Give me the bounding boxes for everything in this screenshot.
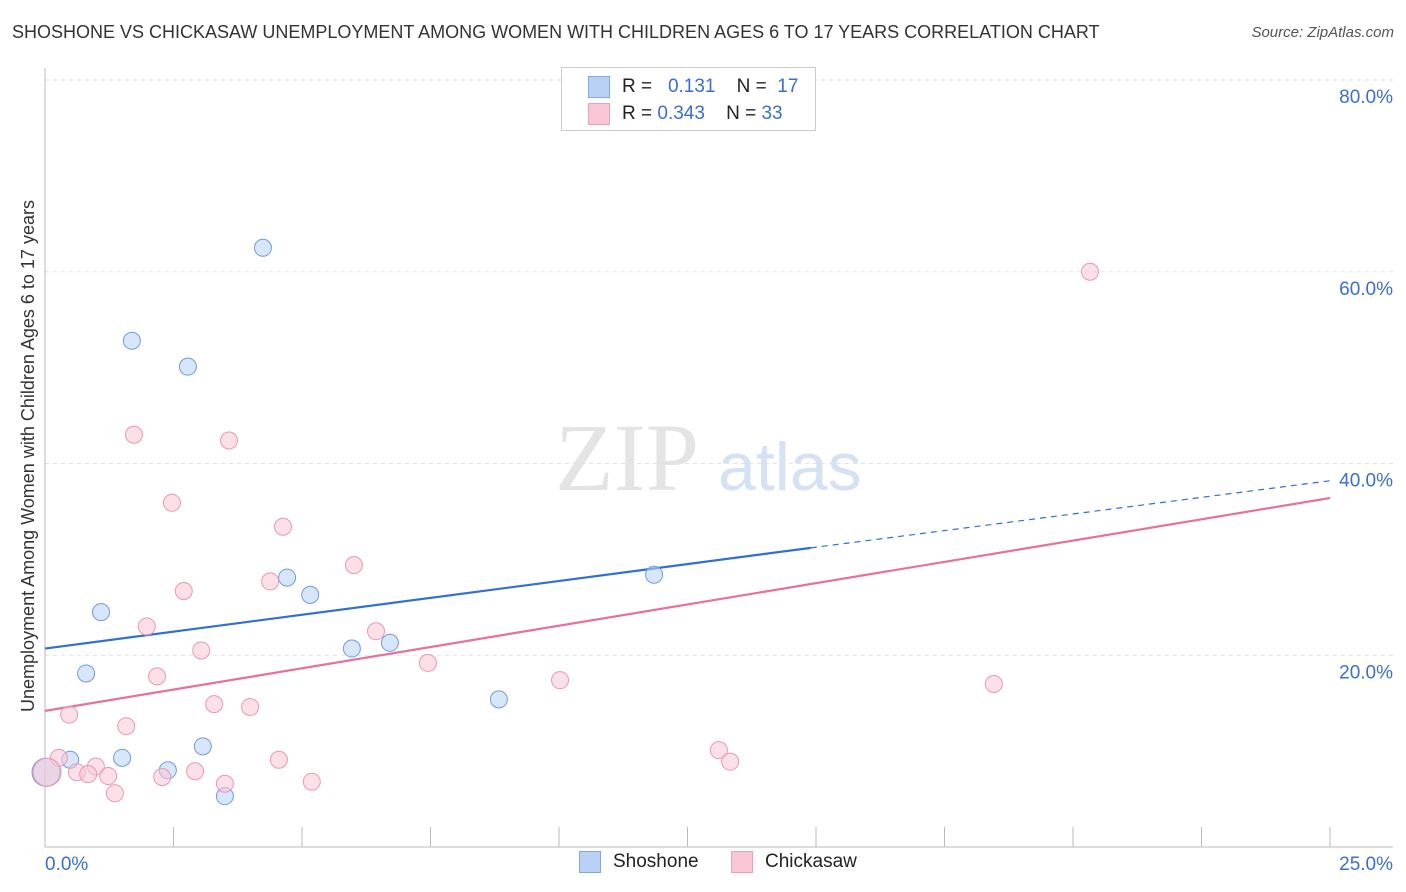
shoshone-r: 0.131 — [667, 76, 716, 97]
watermark-atlas: atlas — [718, 429, 862, 505]
r-label: R = — [622, 76, 653, 97]
chickasaw-point — [220, 431, 239, 450]
shoshone-point — [193, 737, 212, 756]
x-tick-label: 25.0% — [1339, 854, 1393, 875]
chickasaw-trend-line — [44, 496, 1331, 712]
shoshone-point — [489, 690, 508, 709]
chickasaw-swatch — [588, 103, 610, 125]
shoshone-swatch — [588, 76, 610, 98]
y-tick-label: 80.0% — [1339, 87, 1393, 108]
legend: R = 0.131 N = 17 R = 0.343 N = 33 — [561, 67, 816, 131]
chickasaw-n: 33 — [761, 103, 783, 124]
chickasaw-point — [162, 493, 181, 512]
legend-shoshone: R = 0.131 N = 17 — [588, 74, 798, 100]
shoshone-point — [113, 748, 132, 767]
shoshone-point — [278, 568, 297, 587]
chickasaw-r: 0.343 — [657, 103, 705, 124]
chickasaw-label: Chickasaw — [765, 851, 857, 872]
shoshone-point — [301, 585, 320, 604]
chickasaw-point — [709, 741, 728, 760]
chickasaw-point — [124, 425, 143, 444]
y-axis-label: Unemployment Among Women with Children A… — [18, 200, 38, 712]
x-tick-label: 0.0% — [45, 854, 88, 875]
chickasaw-point — [105, 784, 124, 803]
chickasaw-point — [302, 772, 321, 791]
r-label: R = — [622, 103, 653, 124]
shoshone-point — [77, 664, 96, 683]
n-label: N = — [736, 76, 767, 97]
chickasaw-point — [367, 622, 386, 641]
chickasaw-point — [241, 698, 260, 717]
chart-title: SHOSHONE VS CHICKASAW UNEMPLOYMENT AMONG… — [12, 22, 1100, 42]
shoshone-point — [122, 331, 141, 350]
bottom-legend-chickasaw: Chickasaw — [731, 851, 857, 873]
shoshone-point — [380, 633, 399, 652]
chickasaw-point — [99, 767, 118, 786]
chickasaw-point — [174, 582, 193, 601]
shoshone-trend-line — [44, 546, 812, 650]
chickasaw-point — [205, 695, 224, 714]
chickasaw-point — [60, 705, 79, 724]
chickasaw-point — [984, 675, 1003, 694]
shoshone-label: Shoshone — [613, 851, 699, 872]
chickasaw-point — [32, 757, 62, 787]
chickasaw-point — [269, 750, 288, 769]
chickasaw-point — [418, 653, 437, 672]
chickasaw-point — [186, 762, 205, 781]
chickasaw-point — [1080, 262, 1099, 281]
chickasaw-point — [551, 671, 570, 690]
chickasaw-point — [148, 667, 167, 686]
legend-chickasaw: R = 0.343 N = 33 — [588, 101, 783, 127]
chickasaw-point — [273, 517, 292, 536]
shoshone-point — [253, 238, 272, 257]
chickasaw-point — [192, 641, 211, 660]
shoshone-point — [645, 565, 664, 584]
shoshone-point — [92, 603, 111, 622]
shoshone-trend-extension — [810, 480, 1331, 549]
chickasaw-point — [261, 572, 280, 591]
chickasaw-point — [215, 774, 234, 793]
source-label: Source: ZipAtlas.com — [1251, 24, 1394, 41]
y-tick-label: 20.0% — [1339, 662, 1393, 683]
chickasaw-point — [344, 556, 363, 575]
chickasaw-point — [721, 752, 740, 771]
watermark-zip: ZIP — [555, 404, 699, 511]
shoshone-n: 17 — [777, 76, 799, 97]
bottom-legend-shoshone: Shoshone — [579, 851, 699, 873]
chickasaw-swatch — [731, 851, 753, 873]
y-tick-label: 40.0% — [1339, 471, 1393, 492]
chickasaw-point — [137, 617, 156, 636]
shoshone-point — [342, 639, 361, 658]
chickasaw-point — [153, 768, 172, 787]
n-label: N = — [726, 103, 757, 124]
chickasaw-point — [117, 717, 136, 736]
y-tick-label: 60.0% — [1339, 279, 1393, 300]
shoshone-point — [178, 357, 197, 376]
chickasaw-point — [79, 765, 98, 784]
shoshone-swatch — [579, 851, 601, 873]
